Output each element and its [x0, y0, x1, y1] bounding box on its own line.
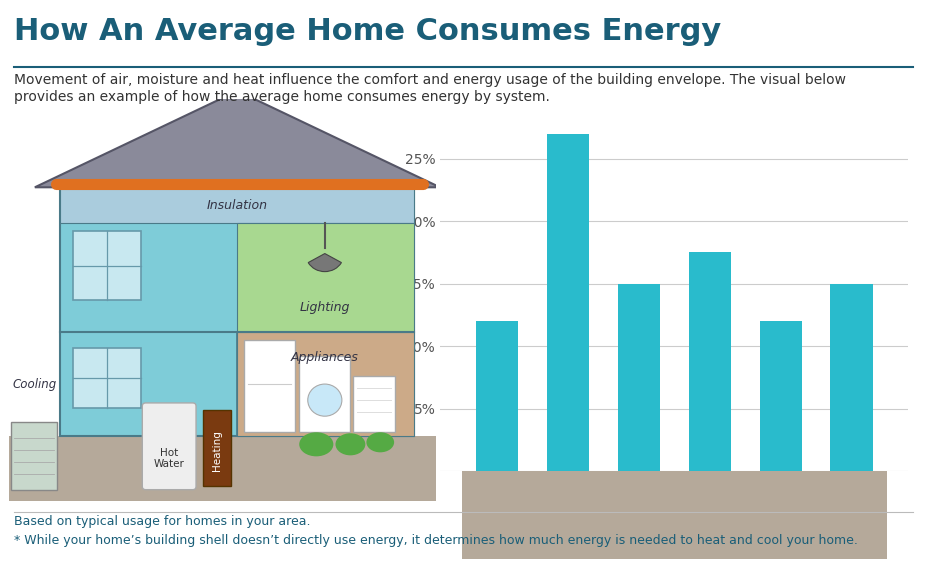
Bar	[73, 348, 142, 408]
Bar	[237, 223, 414, 332]
Bar	[831, 284, 873, 471]
Bar	[547, 134, 590, 471]
Wedge shape	[308, 254, 341, 272]
FancyBboxPatch shape	[352, 376, 395, 432]
Bar	[60, 187, 414, 223]
Text: Based on typical usage for homes in your area.: Based on typical usage for homes in your…	[14, 515, 311, 528]
Bar	[60, 187, 414, 436]
Text: * While your home’s building shell doesn’t directly use energy, it determines ho: * While your home’s building shell doesn…	[14, 534, 857, 547]
Text: Heating: Heating	[212, 430, 222, 471]
Bar	[689, 253, 731, 471]
Bar	[759, 321, 802, 471]
Bar	[476, 321, 518, 471]
Text: Cooling: Cooling	[13, 378, 57, 391]
Text: Insulation: Insulation	[207, 199, 268, 212]
Text: Movement of air, moisture and heat influence the comfort and energy usage of the: Movement of air, moisture and heat influ…	[14, 73, 846, 87]
Text: Lighting: Lighting	[299, 301, 350, 314]
Circle shape	[308, 384, 342, 416]
FancyBboxPatch shape	[244, 340, 295, 432]
Bar	[237, 332, 414, 436]
FancyBboxPatch shape	[10, 422, 57, 491]
Text: Appliances: Appliances	[291, 352, 359, 364]
FancyBboxPatch shape	[462, 471, 887, 559]
Text: provides an example of how the average home consumes energy by system.: provides an example of how the average h…	[14, 90, 550, 104]
FancyBboxPatch shape	[143, 403, 196, 489]
Ellipse shape	[366, 432, 394, 452]
Text: How An Average Home Consumes Energy: How An Average Home Consumes Energy	[14, 17, 721, 47]
FancyBboxPatch shape	[203, 410, 231, 487]
Ellipse shape	[299, 432, 334, 456]
Polygon shape	[35, 91, 440, 187]
Text: Hot
Water: Hot Water	[154, 448, 184, 469]
Bar	[73, 232, 142, 300]
FancyBboxPatch shape	[299, 356, 350, 432]
Bar	[9, 436, 457, 501]
Bar	[617, 284, 660, 471]
Ellipse shape	[336, 433, 365, 455]
